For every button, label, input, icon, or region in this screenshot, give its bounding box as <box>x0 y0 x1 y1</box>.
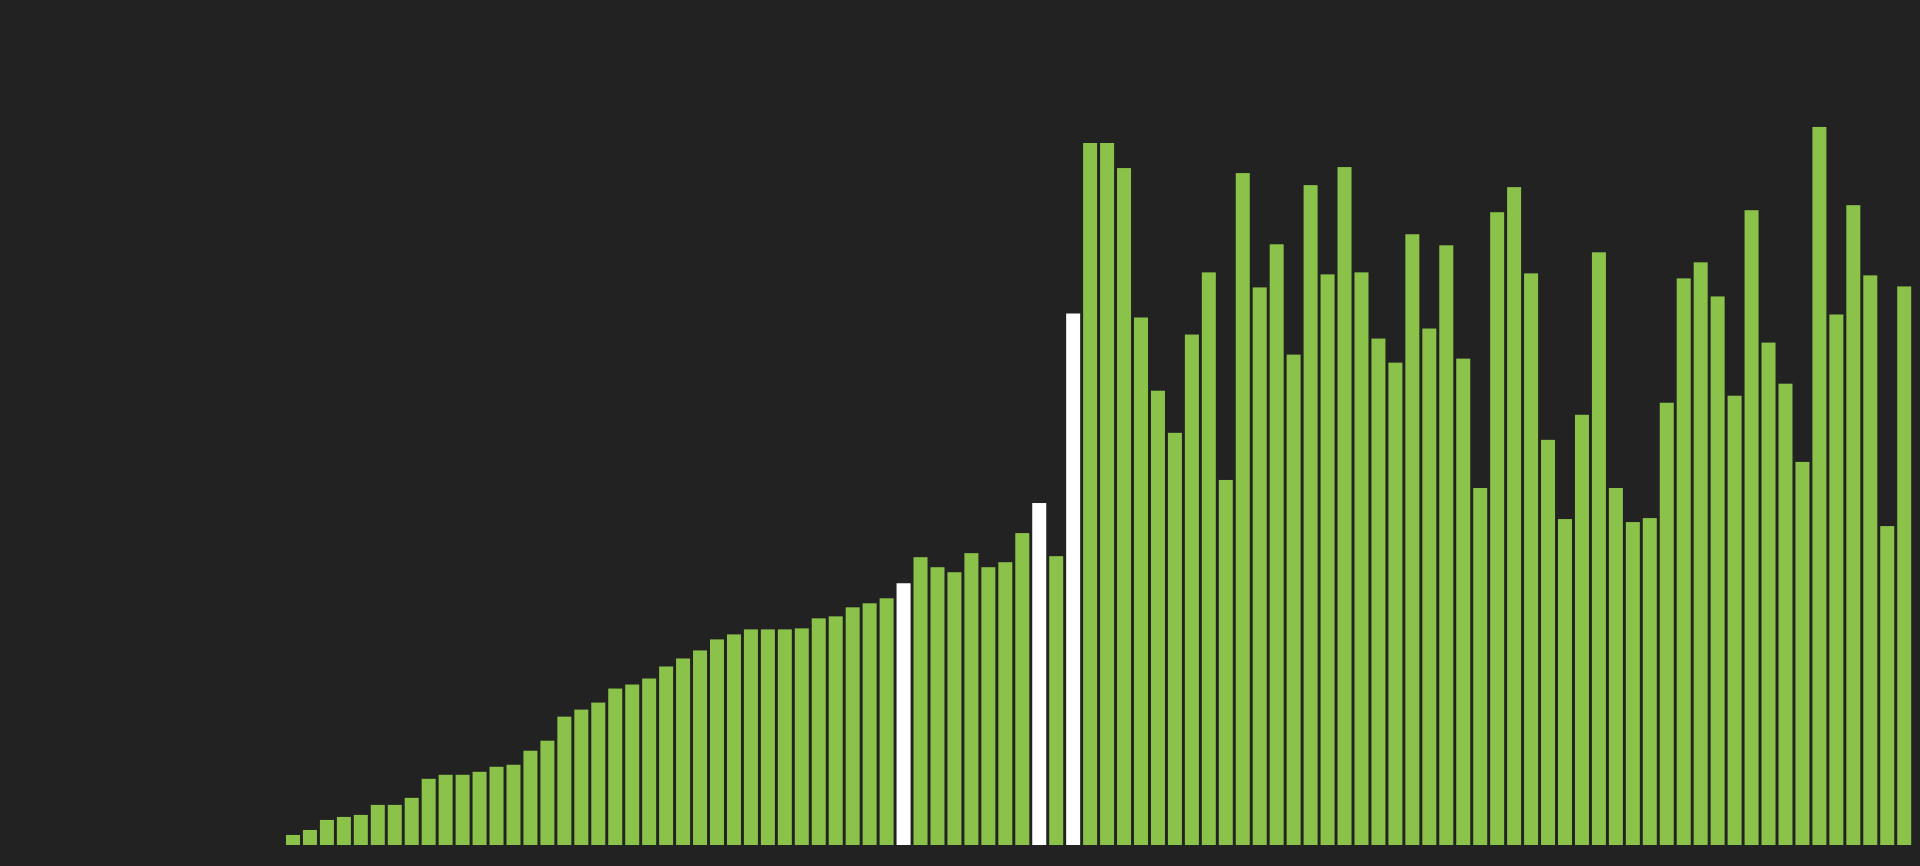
bar <box>319 819 334 845</box>
bar <box>794 628 809 845</box>
bar <box>1286 354 1301 845</box>
bar <box>1015 533 1030 845</box>
bar <box>930 567 945 845</box>
bar <box>421 778 436 845</box>
bar <box>1507 187 1522 845</box>
bar <box>760 629 775 845</box>
bar <box>998 562 1013 845</box>
bar <box>506 764 521 845</box>
bar <box>1558 519 1572 845</box>
bar <box>1405 234 1420 845</box>
bar <box>1422 328 1437 845</box>
bar <box>981 567 996 845</box>
bar <box>1744 210 1759 845</box>
bar <box>1846 205 1861 845</box>
bar <box>387 804 402 845</box>
bar <box>811 618 826 845</box>
bar <box>1880 526 1895 845</box>
bar <box>1897 286 1912 845</box>
bar <box>845 607 860 845</box>
bar <box>777 629 792 845</box>
bar <box>1761 342 1776 845</box>
bar <box>659 666 674 845</box>
bar <box>1829 314 1844 845</box>
bar <box>540 740 555 845</box>
bar <box>964 553 979 845</box>
bar <box>676 658 691 845</box>
bar <box>1591 252 1606 845</box>
bar <box>1625 522 1640 845</box>
bar <box>336 816 351 845</box>
bar <box>642 678 657 845</box>
bar <box>913 557 928 845</box>
bar <box>1642 518 1657 845</box>
bar <box>557 716 572 845</box>
bar <box>1710 296 1725 845</box>
bar <box>1303 185 1318 845</box>
bar <box>489 766 504 845</box>
bar <box>1388 362 1403 845</box>
bar <box>1100 143 1115 845</box>
bar <box>1439 245 1454 846</box>
bar <box>1167 432 1182 845</box>
bar <box>1117 168 1132 845</box>
bar <box>1863 275 1878 845</box>
bar <box>862 603 877 845</box>
bar <box>353 814 368 845</box>
bar <box>1778 383 1793 845</box>
bar <box>455 774 470 845</box>
bar <box>472 771 487 845</box>
bar <box>1659 402 1674 845</box>
bar <box>879 598 894 845</box>
bar <box>523 750 538 845</box>
bar <box>1134 317 1148 845</box>
bar <box>947 572 962 845</box>
bar <box>608 688 623 845</box>
bar <box>1574 414 1589 845</box>
bar <box>1727 395 1742 845</box>
bar <box>1218 479 1233 845</box>
bar <box>828 616 843 845</box>
bar <box>726 634 741 845</box>
bar <box>710 639 724 845</box>
bar <box>438 774 453 845</box>
bar <box>1795 461 1810 845</box>
bar <box>591 702 606 845</box>
bar <box>1337 167 1352 845</box>
bar-highlighted <box>1032 503 1047 845</box>
bar <box>1150 390 1165 845</box>
bar <box>625 684 640 845</box>
bar <box>1354 272 1369 845</box>
bar <box>574 709 589 845</box>
bar <box>1456 358 1471 845</box>
bar <box>1184 334 1199 845</box>
bar <box>1676 278 1691 845</box>
bar <box>370 804 385 845</box>
bar <box>302 829 317 845</box>
bar <box>1608 487 1623 845</box>
bar <box>1235 173 1250 846</box>
bar <box>1473 487 1488 845</box>
bar <box>693 650 708 845</box>
bar <box>1049 556 1064 845</box>
bar <box>1524 273 1539 845</box>
bar <box>1252 287 1267 845</box>
bar-highlighted <box>1066 313 1081 845</box>
bar <box>1693 262 1708 846</box>
bar <box>743 629 758 845</box>
bar <box>1201 272 1216 845</box>
bar <box>1541 439 1556 845</box>
bars-group <box>286 126 1912 846</box>
bar <box>1371 338 1386 845</box>
bar <box>1490 212 1505 845</box>
bar <box>1812 126 1827 845</box>
bar-highlighted <box>896 583 911 845</box>
bar <box>404 797 419 845</box>
bar <box>1269 244 1284 846</box>
bar <box>1320 274 1335 845</box>
bar <box>286 834 300 845</box>
bar <box>1083 143 1098 845</box>
